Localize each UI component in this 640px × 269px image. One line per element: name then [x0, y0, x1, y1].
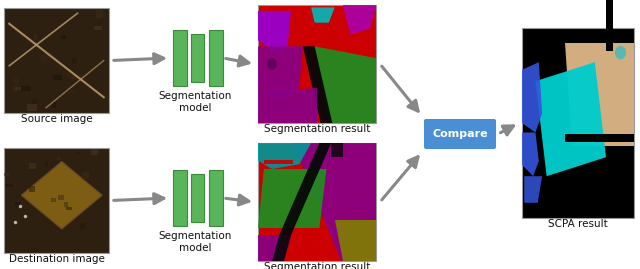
Bar [29, 186, 35, 192]
Polygon shape [258, 143, 311, 169]
Polygon shape [293, 143, 376, 261]
Bar [66, 207, 72, 210]
Bar [41, 55, 46, 62]
Polygon shape [258, 11, 291, 52]
Bar [82, 172, 89, 179]
Bar [96, 10, 103, 18]
Polygon shape [343, 5, 376, 34]
Bar [28, 104, 37, 111]
Bar [258, 5, 376, 123]
Text: Segmentation
model: Segmentation model [158, 91, 232, 114]
Polygon shape [258, 235, 291, 261]
Bar [58, 195, 63, 200]
Bar [4, 173, 10, 176]
Polygon shape [303, 46, 332, 123]
Bar [209, 30, 223, 86]
Bar [61, 35, 67, 40]
Polygon shape [524, 176, 542, 203]
Polygon shape [21, 162, 102, 229]
Ellipse shape [268, 58, 277, 70]
Text: Compare: Compare [432, 129, 488, 139]
Bar [606, 0, 612, 51]
Bar [173, 30, 187, 86]
Polygon shape [258, 46, 303, 100]
Bar [66, 73, 70, 77]
Bar [51, 198, 56, 202]
Bar [4, 148, 109, 253]
Bar [63, 202, 68, 207]
Bar [45, 52, 53, 59]
Bar [4, 8, 109, 113]
Polygon shape [522, 133, 539, 176]
Bar [12, 85, 17, 91]
Bar [5, 184, 13, 187]
Bar [564, 134, 634, 142]
FancyBboxPatch shape [424, 119, 496, 149]
Bar [191, 174, 204, 222]
Bar [71, 75, 78, 79]
Bar [258, 143, 376, 261]
Bar [15, 202, 21, 207]
Polygon shape [522, 62, 542, 133]
Bar [29, 163, 36, 169]
Bar [15, 87, 21, 90]
Bar [522, 28, 634, 218]
Bar [78, 74, 84, 77]
Bar [264, 160, 293, 164]
Bar [72, 58, 77, 64]
Polygon shape [564, 43, 634, 146]
Polygon shape [258, 88, 317, 123]
Bar [13, 78, 19, 84]
Bar [52, 102, 56, 108]
Bar [80, 223, 86, 229]
Polygon shape [279, 143, 331, 235]
Bar [191, 34, 204, 82]
Text: SCPA result: SCPA result [548, 219, 608, 229]
Bar [54, 75, 62, 80]
Polygon shape [331, 143, 343, 157]
Polygon shape [311, 7, 335, 23]
Polygon shape [272, 235, 291, 261]
Bar [45, 162, 47, 167]
Polygon shape [315, 46, 376, 123]
Bar [70, 91, 76, 93]
Bar [92, 149, 98, 155]
Polygon shape [536, 62, 606, 176]
Text: Segmentation result: Segmentation result [264, 262, 370, 269]
Bar [173, 170, 187, 226]
Bar [21, 86, 31, 91]
Bar [93, 26, 102, 30]
Bar [76, 151, 80, 154]
Text: Source image: Source image [20, 114, 92, 124]
Bar [97, 12, 106, 16]
Bar [209, 170, 223, 226]
Ellipse shape [615, 46, 626, 59]
Text: Segmentation result: Segmentation result [264, 124, 370, 134]
Text: Destination image: Destination image [8, 254, 104, 264]
Polygon shape [335, 220, 376, 261]
Polygon shape [258, 169, 326, 228]
Bar [35, 34, 37, 39]
Bar [58, 157, 61, 160]
Text: Segmentation
model: Segmentation model [158, 231, 232, 253]
Bar [32, 99, 38, 104]
